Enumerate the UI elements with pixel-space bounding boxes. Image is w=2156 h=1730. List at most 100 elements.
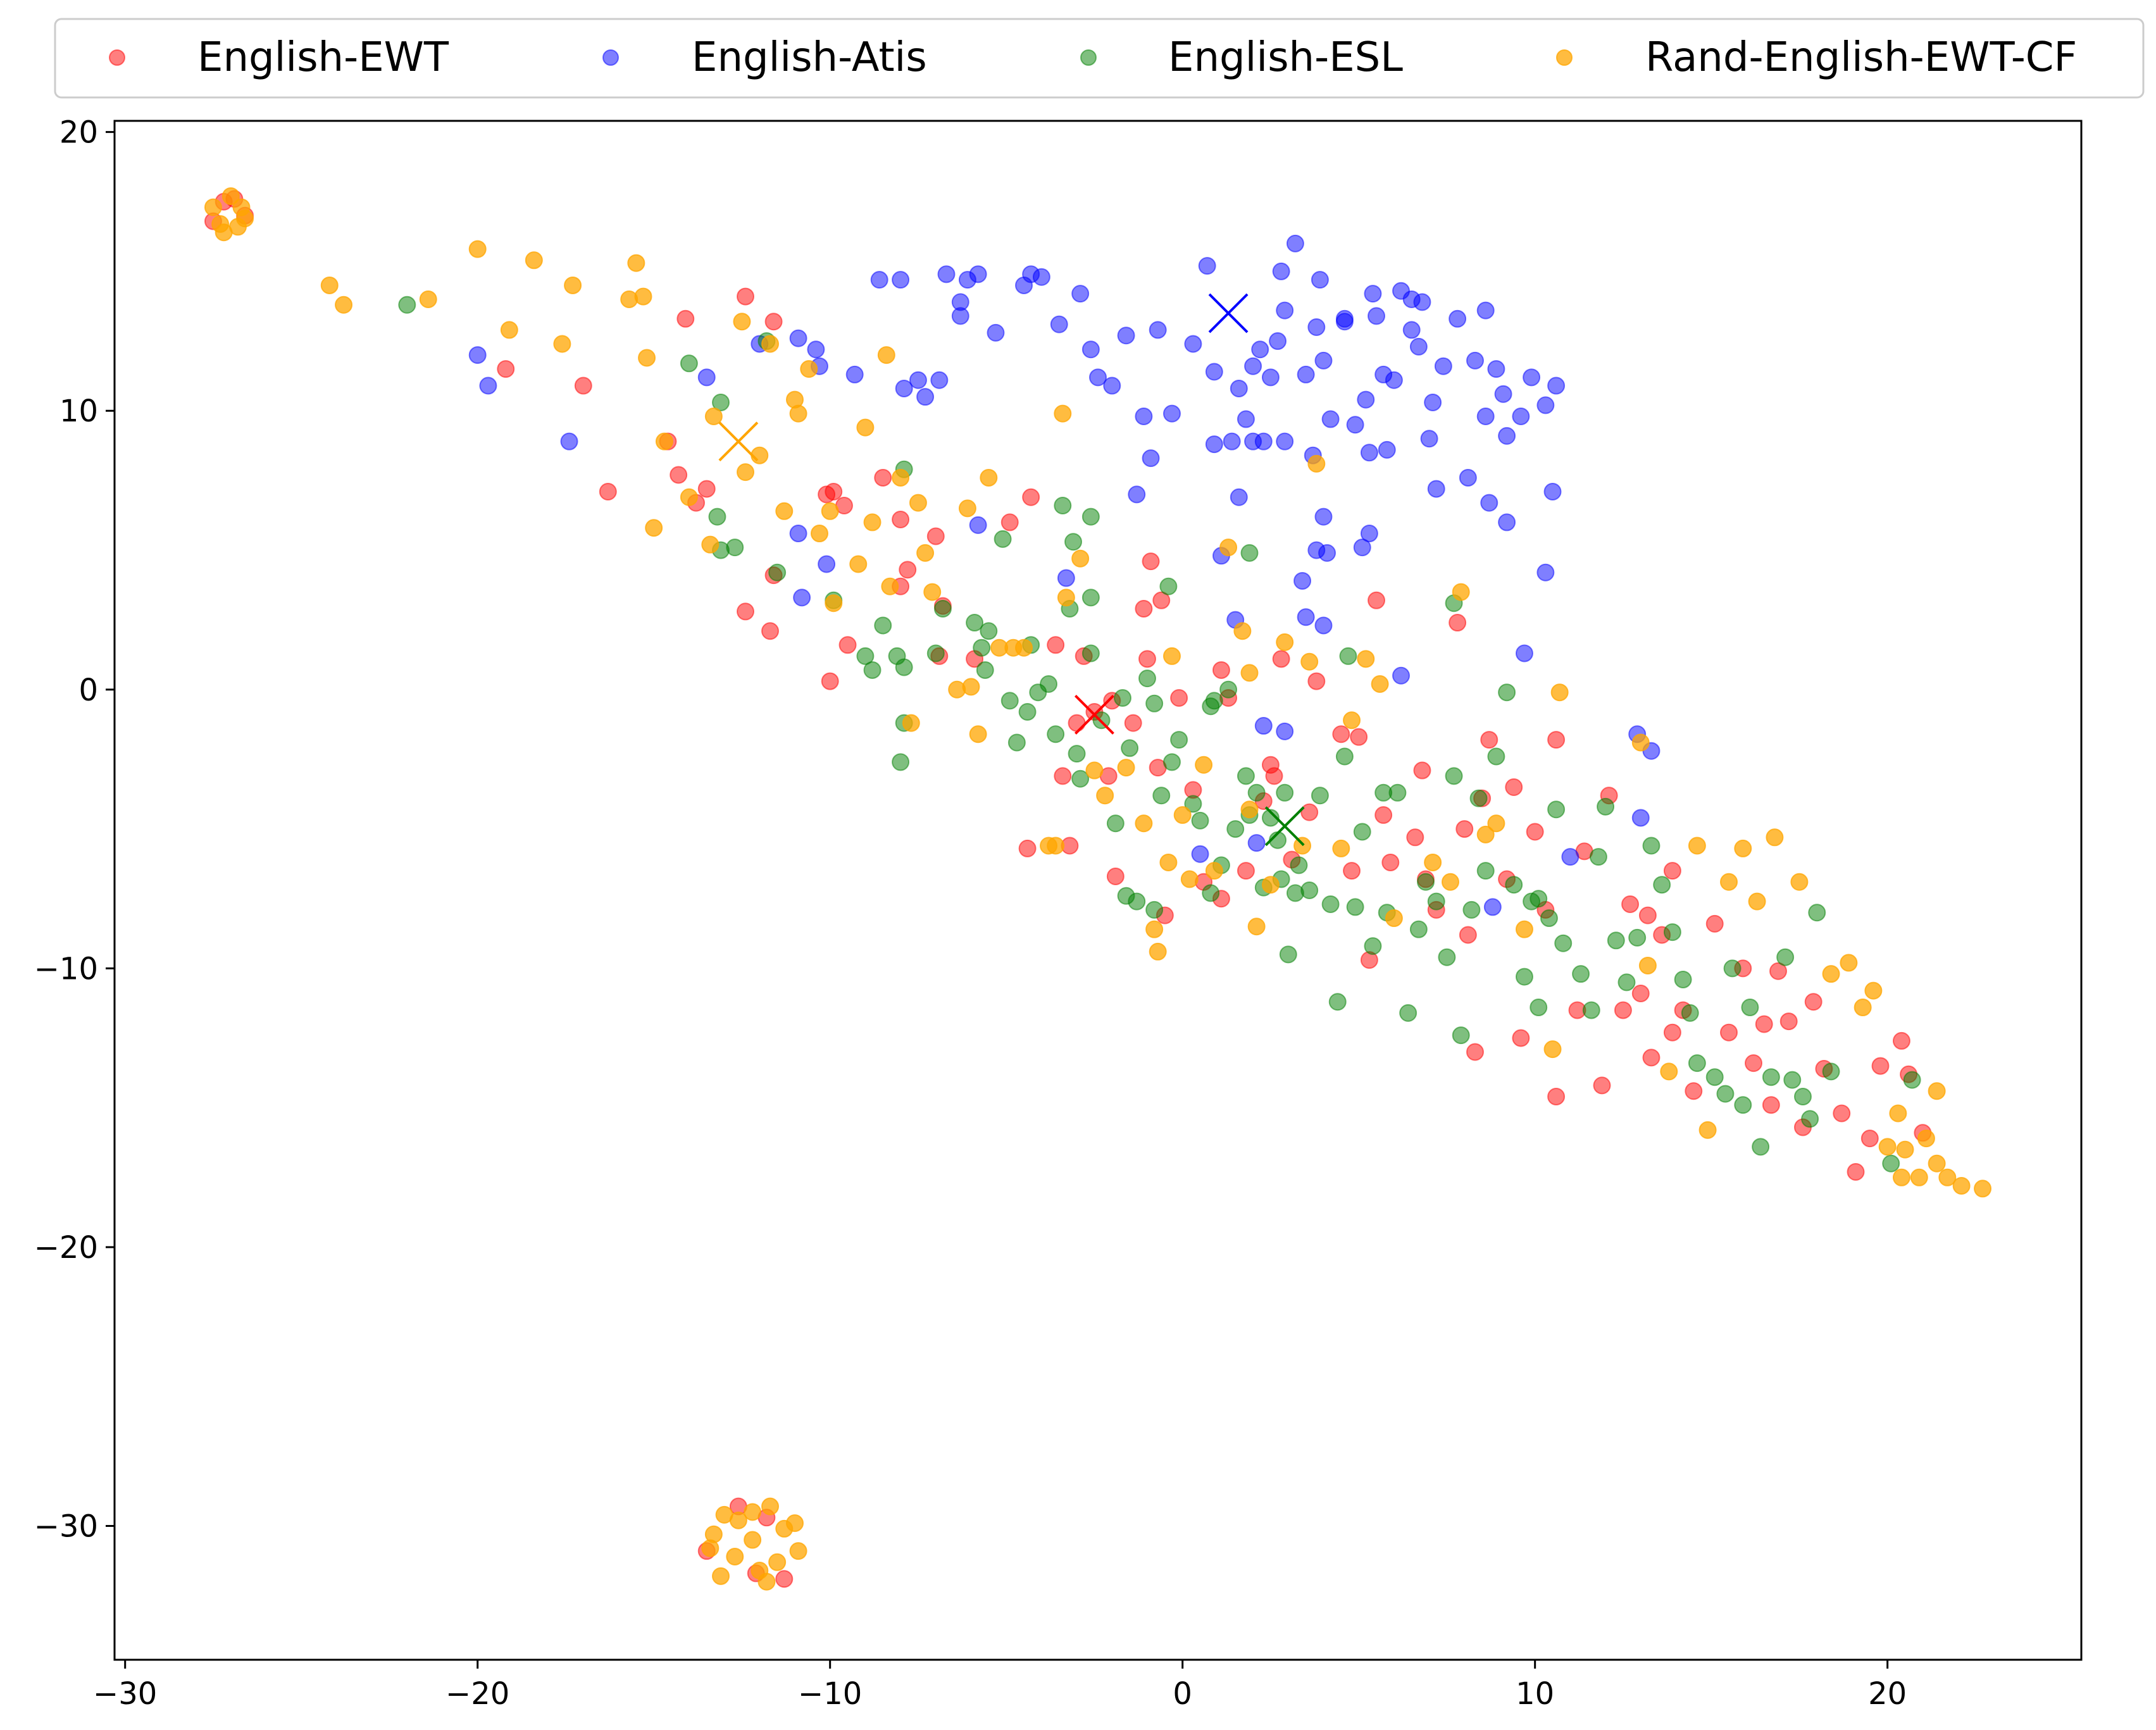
centroid-english-esl [1264, 806, 1305, 847]
point-english-atis [951, 307, 969, 325]
point-english-atis [845, 365, 864, 383]
point-english-atis [1392, 666, 1411, 685]
point-english-ewt [670, 466, 688, 484]
point-english-atis [1498, 513, 1516, 532]
point-rand-english-ewt-cf [877, 346, 895, 364]
point-english-ewt [1413, 761, 1431, 780]
point-english-ewt [1769, 962, 1787, 980]
point-english-atis [1360, 525, 1378, 543]
point-english-atis [1191, 845, 1209, 863]
point-english-esl [1554, 934, 1573, 952]
point-english-esl [1335, 747, 1354, 766]
point-rand-english-ewt-cf [236, 209, 254, 228]
point-english-atis [916, 388, 935, 406]
point-rand-english-ewt-cf [1766, 828, 1784, 847]
centroid-english-atis [1208, 293, 1249, 333]
point-english-esl [973, 638, 991, 657]
point-english-atis [1402, 321, 1421, 339]
point-english-esl [1589, 848, 1607, 866]
point-english-esl [1607, 931, 1625, 950]
point-rand-english-ewt-cf [1247, 918, 1266, 936]
point-rand-english-ewt-cf [1822, 965, 1840, 983]
point-english-esl [1469, 789, 1488, 807]
point-english-esl [680, 354, 698, 373]
point-english-esl [1476, 862, 1495, 880]
point-rand-english-ewt-cf [320, 276, 339, 294]
point-english-esl [708, 507, 726, 526]
point-english-ewt [599, 482, 617, 501]
point-english-esl [1530, 999, 1548, 1017]
point-rand-english-ewt-cf [775, 502, 794, 520]
point-english-atis [1364, 285, 1382, 303]
point-rand-english-ewt-cf [1720, 873, 1738, 891]
legend-marker-rand-english-ewt-cf [1556, 49, 1573, 66]
point-english-ewt [1762, 1096, 1780, 1114]
point-rand-english-ewt-cf [655, 432, 673, 451]
point-english-esl [1705, 1068, 1724, 1086]
point-english-atis [1314, 351, 1333, 370]
point-rand-english-ewt-cf [958, 499, 976, 518]
point-english-esl [1409, 920, 1428, 938]
point-english-atis [1512, 408, 1530, 426]
point-english-esl [1162, 753, 1181, 771]
point-english-ewt [764, 313, 783, 331]
point-rand-english-ewt-cf [1015, 638, 1033, 657]
point-english-esl [1286, 884, 1304, 902]
point-english-ewt [1547, 731, 1566, 749]
x-tick-label: −10 [798, 1676, 862, 1712]
point-english-esl [874, 616, 892, 635]
point-english-esl [1723, 959, 1742, 978]
point-english-esl [1064, 533, 1083, 551]
point-english-esl [1540, 909, 1558, 928]
point-english-ewt [1449, 614, 1467, 632]
point-english-atis [560, 432, 578, 451]
point-english-esl [712, 393, 730, 411]
point-english-atis [870, 271, 888, 289]
point-rand-english-ewt-cf [638, 349, 656, 367]
point-english-ewt [1466, 1043, 1484, 1061]
point-english-esl [1237, 767, 1255, 785]
point-english-esl [1170, 731, 1188, 749]
point-english-ewt [1068, 714, 1086, 732]
point-english-ewt [574, 376, 592, 395]
point-english-ewt [1638, 906, 1657, 924]
point-english-esl [1000, 692, 1019, 710]
point-english-atis [1631, 809, 1650, 827]
point-rand-english-ewt-cf [221, 187, 240, 205]
point-rand-english-ewt-cf [1117, 759, 1135, 777]
point-english-ewt [1593, 1076, 1611, 1095]
point-rand-english-ewt-cf [701, 1539, 720, 1557]
point-rand-english-ewt-cf [892, 468, 910, 487]
point-rand-english-ewt-cf [751, 1562, 769, 1580]
point-english-esl [895, 658, 913, 676]
point-english-atis [1117, 327, 1135, 345]
point-rand-english-ewt-cf [1910, 1168, 1928, 1186]
legend-marker-english-atis [602, 49, 619, 66]
point-english-ewt [825, 482, 843, 501]
point-english-atis [1307, 318, 1326, 337]
point-english-esl [994, 530, 1012, 548]
point-english-atis [1476, 301, 1495, 320]
point-english-esl [1674, 970, 1692, 988]
point-english-esl [1801, 1110, 1819, 1128]
point-english-ewt [1455, 820, 1474, 838]
legend-frame [54, 18, 2145, 99]
point-rand-english-ewt-cf [744, 1503, 762, 1521]
point-english-ewt [737, 287, 755, 306]
point-english-ewt [1663, 1023, 1681, 1042]
point-rand-english-ewt-cf [849, 555, 868, 573]
point-english-esl [1184, 795, 1202, 813]
point-rand-english-ewt-cf [715, 1505, 733, 1524]
point-rand-english-ewt-cf [825, 594, 843, 613]
legend-label-rand-english-ewt-cf: Rand-English-EWT-CF [1645, 34, 2077, 81]
point-rand-english-ewt-cf [680, 488, 698, 506]
point-rand-english-ewt-cf [1515, 920, 1533, 938]
point-rand-english-ewt-cf [810, 525, 828, 543]
point-rand-english-ewt-cf [863, 513, 882, 532]
y-tick-label: 0 [78, 673, 98, 708]
point-rand-english-ewt-cf [1441, 873, 1459, 891]
point-english-esl [1741, 999, 1759, 1017]
point-rand-english-ewt-cf [1631, 733, 1650, 752]
point-english-atis [1057, 569, 1075, 587]
point-english-esl [1597, 797, 1615, 816]
